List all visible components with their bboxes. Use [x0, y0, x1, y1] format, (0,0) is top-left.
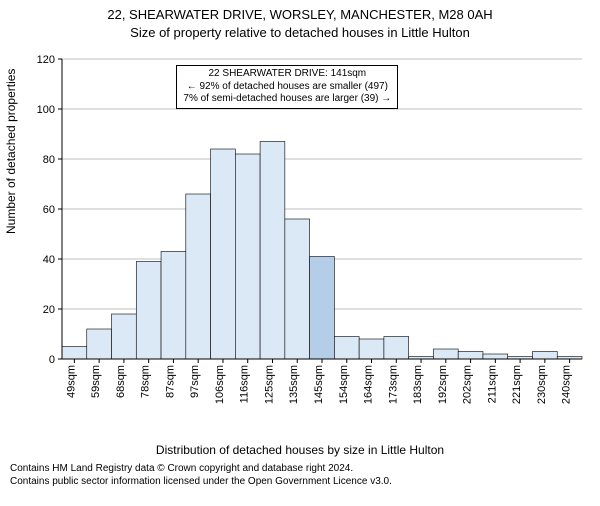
x-tick-label: 183sqm	[412, 365, 424, 404]
property-callout: 22 SHEARWATER DRIVE: 141sqm ← 92% of det…	[176, 65, 398, 109]
callout-line-3: 7% of semi-detached houses are larger (3…	[183, 93, 391, 106]
x-tick-label: 211sqm	[486, 365, 498, 403]
x-tick-label: 221sqm	[511, 365, 523, 404]
x-tick-label: 135sqm	[288, 365, 300, 404]
svg-text:120: 120	[37, 54, 55, 66]
callout-line-2: ← 92% of detached houses are smaller (49…	[183, 81, 391, 94]
footer-line-1: Contains HM Land Registry data © Crown c…	[10, 463, 590, 476]
x-tick-label: 145sqm	[313, 365, 325, 404]
x-tick-label: 116sqm	[239, 365, 251, 403]
histogram-bar	[433, 349, 458, 359]
svg-text:20: 20	[43, 304, 55, 316]
histogram-bar	[483, 354, 508, 359]
x-tick-label: 154sqm	[338, 365, 350, 404]
x-tick-label: 68sqm	[115, 365, 127, 398]
svg-text:100: 100	[37, 104, 55, 116]
chart-container: Number of detached properties 0 20 40 60 80 1…	[0, 41, 600, 441]
svg-text:0: 0	[49, 354, 55, 366]
histogram-bar	[87, 329, 112, 359]
histogram-bar	[334, 337, 359, 360]
x-tick-label: 125sqm	[263, 365, 275, 404]
svg-text:80: 80	[43, 154, 55, 166]
svg-text:60: 60	[43, 204, 55, 216]
histogram-bar	[310, 257, 335, 360]
histogram-bar	[235, 154, 260, 359]
x-tick-label: 106sqm	[214, 365, 226, 404]
histogram-bar	[161, 252, 186, 360]
y-axis-label: Number of detached properties	[4, 69, 18, 234]
x-tick-label: 97sqm	[189, 365, 201, 398]
histogram-bar	[384, 337, 409, 360]
histogram-bar	[458, 352, 483, 360]
x-tick-label: 164sqm	[363, 365, 375, 404]
callout-line-1: 22 SHEARWATER DRIVE: 141sqm	[183, 68, 391, 81]
x-axis-label: Distribution of detached houses by size …	[0, 443, 600, 457]
x-tick-label: 230sqm	[536, 365, 548, 404]
histogram-bar	[532, 352, 557, 360]
histogram-bar	[211, 149, 236, 359]
x-tick-label: 202sqm	[462, 365, 474, 404]
footer-line-2: Contains public sector information licen…	[10, 476, 590, 489]
histogram-bar	[260, 142, 285, 360]
x-tick-label: 192sqm	[437, 365, 449, 404]
license-footer: Contains HM Land Registry data © Crown c…	[0, 457, 600, 488]
title-subtitle: Size of property relative to detached ho…	[0, 24, 600, 42]
x-tick-label: 78sqm	[140, 365, 152, 398]
histogram-bar	[359, 339, 384, 359]
svg-text:40: 40	[43, 254, 55, 266]
histogram-bar	[186, 194, 211, 359]
x-tick-label: 87sqm	[164, 365, 176, 398]
x-tick-label: 240sqm	[561, 365, 573, 404]
x-tick-label: 173sqm	[387, 365, 399, 404]
histogram-bar	[285, 219, 310, 359]
histogram-bar	[112, 314, 137, 359]
histogram-bar	[136, 262, 161, 360]
histogram-bar	[62, 347, 87, 360]
chart-titles: 22, SHEARWATER DRIVE, WORSLEY, MANCHESTE…	[0, 6, 600, 41]
x-tick-label: 59sqm	[90, 365, 102, 398]
title-address: 22, SHEARWATER DRIVE, WORSLEY, MANCHESTE…	[0, 6, 600, 24]
x-tick-label: 49sqm	[65, 365, 77, 398]
